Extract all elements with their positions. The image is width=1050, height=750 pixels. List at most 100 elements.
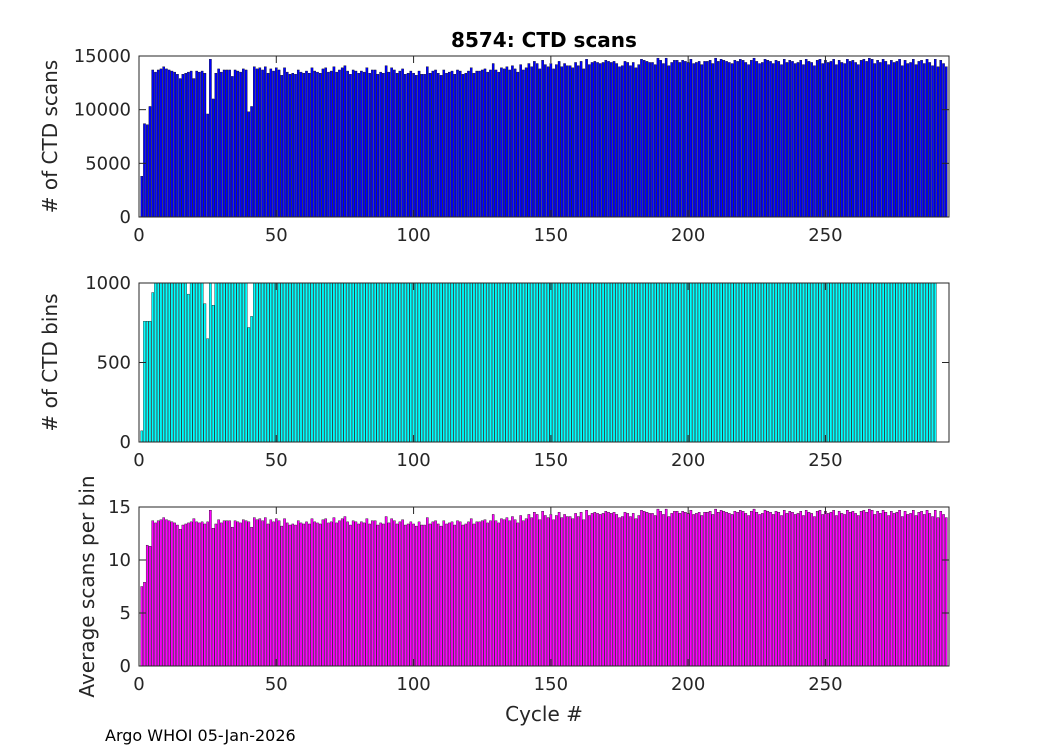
bar-cycle-75	[343, 282, 347, 443]
bar-cycle-128	[489, 282, 492, 443]
bar-cycle-292	[939, 60, 943, 218]
bar-cycle-44	[258, 67, 262, 218]
bar-cycle-222	[747, 515, 750, 667]
bar-cycle-67	[321, 68, 325, 218]
bar-cycle-164	[588, 282, 591, 443]
bar-cycle-278	[901, 282, 904, 443]
bar-cycle-152	[555, 282, 558, 443]
bar-cycle-251	[826, 62, 830, 218]
bar-cycle-210	[714, 508, 717, 667]
bar-cycle-100	[412, 523, 415, 667]
bar-cycle-35	[233, 520, 237, 667]
bar-series	[140, 508, 948, 667]
bar-cycle-10	[165, 519, 168, 667]
bar-cycle-35	[233, 69, 237, 218]
bar-cycle-284	[917, 282, 921, 443]
bar-cycle-74	[340, 67, 344, 218]
bar-cycle-194	[670, 513, 673, 667]
y-tick-label: 15	[108, 497, 131, 518]
bar-cycle-106	[428, 523, 432, 667]
bar-cycle-80	[357, 523, 360, 667]
bar-cycle-82	[362, 522, 366, 667]
bar-cycle-96	[401, 282, 404, 443]
bar-cycle-264	[862, 282, 866, 443]
bar-cycle-80	[357, 72, 360, 218]
bar-cycle-88	[379, 282, 382, 443]
bar-cycle-294	[944, 517, 948, 667]
bar-cycle-240	[796, 282, 800, 443]
bar-cycle-231	[771, 63, 775, 218]
y-axis-title-average-scans-per-bin: Average scans per bin	[75, 475, 99, 697]
bar-cycle-39	[244, 69, 248, 218]
bar-cycle-158	[571, 67, 575, 218]
bar-cycle-187	[651, 62, 654, 218]
bar-cycle-151	[552, 68, 555, 218]
bar-cycle-103	[420, 74, 424, 218]
bar-cycle-158	[571, 518, 575, 667]
bar-cycle-220	[741, 511, 745, 667]
bar-cycle-233	[777, 282, 781, 443]
bar-cycle-291	[936, 517, 940, 667]
bar-cycle-153	[557, 512, 561, 667]
bar-cycle-112	[445, 282, 448, 443]
bar-cycle-215	[728, 282, 731, 443]
bar-cycle-163	[585, 510, 588, 667]
bar-cycle-283	[914, 282, 918, 443]
panel-ctd-scans: 0 50 100 150 200 250 0 5000 10000 15000 # of CTD s…	[38, 46, 950, 246]
bar-cycle-42	[253, 517, 256, 667]
bar-cycle-120	[467, 70, 470, 218]
bar-cycle-68	[324, 282, 327, 443]
x-tick-label: 0	[133, 225, 144, 246]
bar-cycle-131	[497, 282, 500, 443]
bar-cycle-21	[195, 70, 198, 218]
bar-cycle-172	[609, 62, 613, 218]
bar-cycle-251	[826, 282, 830, 443]
bar-cycle-12	[170, 521, 174, 667]
bar-cycle-277	[898, 510, 901, 667]
bar-cycle-41	[250, 316, 253, 443]
bar-cycle-110	[439, 282, 443, 443]
bar-cycle-107	[431, 521, 435, 667]
bar-cycle-266	[868, 508, 871, 667]
bar-cycle-10	[165, 68, 168, 218]
bar-cycle-213	[722, 511, 726, 667]
bar-cycle-212	[719, 282, 723, 443]
y-tick-label: 15000	[74, 46, 131, 67]
bar-cycle-211	[717, 512, 720, 667]
bar-cycle-162	[582, 282, 586, 443]
bar-cycle-58	[296, 282, 300, 443]
axes-frame	[138, 55, 950, 218]
bar-cycle-290	[933, 59, 937, 218]
bar-cycle-256	[840, 62, 844, 218]
bar-cycle-218	[736, 61, 739, 218]
bar-cycle-47	[266, 282, 270, 443]
bar-cycle-82	[362, 71, 366, 218]
bar-cycle-285	[920, 60, 923, 218]
bar-cycle-38	[242, 68, 245, 218]
bar-cycle-90	[384, 282, 388, 443]
bar-cycle-71	[332, 282, 336, 443]
bar-cycle-139	[519, 282, 522, 443]
bar-cycle-81	[360, 70, 363, 218]
bar-cycle-182	[637, 64, 641, 218]
bar-cycle-63	[310, 67, 314, 218]
bar-cycle-27	[211, 305, 215, 443]
bar-cycle-235	[782, 59, 786, 218]
bar-cycle-294	[944, 66, 948, 218]
bar-cycle-247	[815, 511, 819, 667]
bar-cycle-39	[244, 520, 248, 667]
bar-cycle-75	[343, 516, 347, 667]
bar-cycle-240	[796, 62, 800, 218]
bar-cycle-245	[810, 282, 813, 443]
bar-cycle-58	[296, 520, 300, 667]
bar-cycle-102	[417, 70, 421, 218]
bar-cycle-52	[280, 525, 284, 667]
footer-credit: Argo WHOI 05-Jan-2026	[105, 726, 296, 745]
y-tick-label: 500	[97, 353, 131, 374]
bar-cycle-50	[275, 518, 278, 667]
bar-cycle-159	[574, 282, 577, 443]
bar-cycle-248	[818, 510, 822, 667]
bar-cycle-215	[728, 62, 731, 218]
bar-cycle-192	[664, 508, 668, 667]
bar-cycle-275	[892, 62, 896, 218]
